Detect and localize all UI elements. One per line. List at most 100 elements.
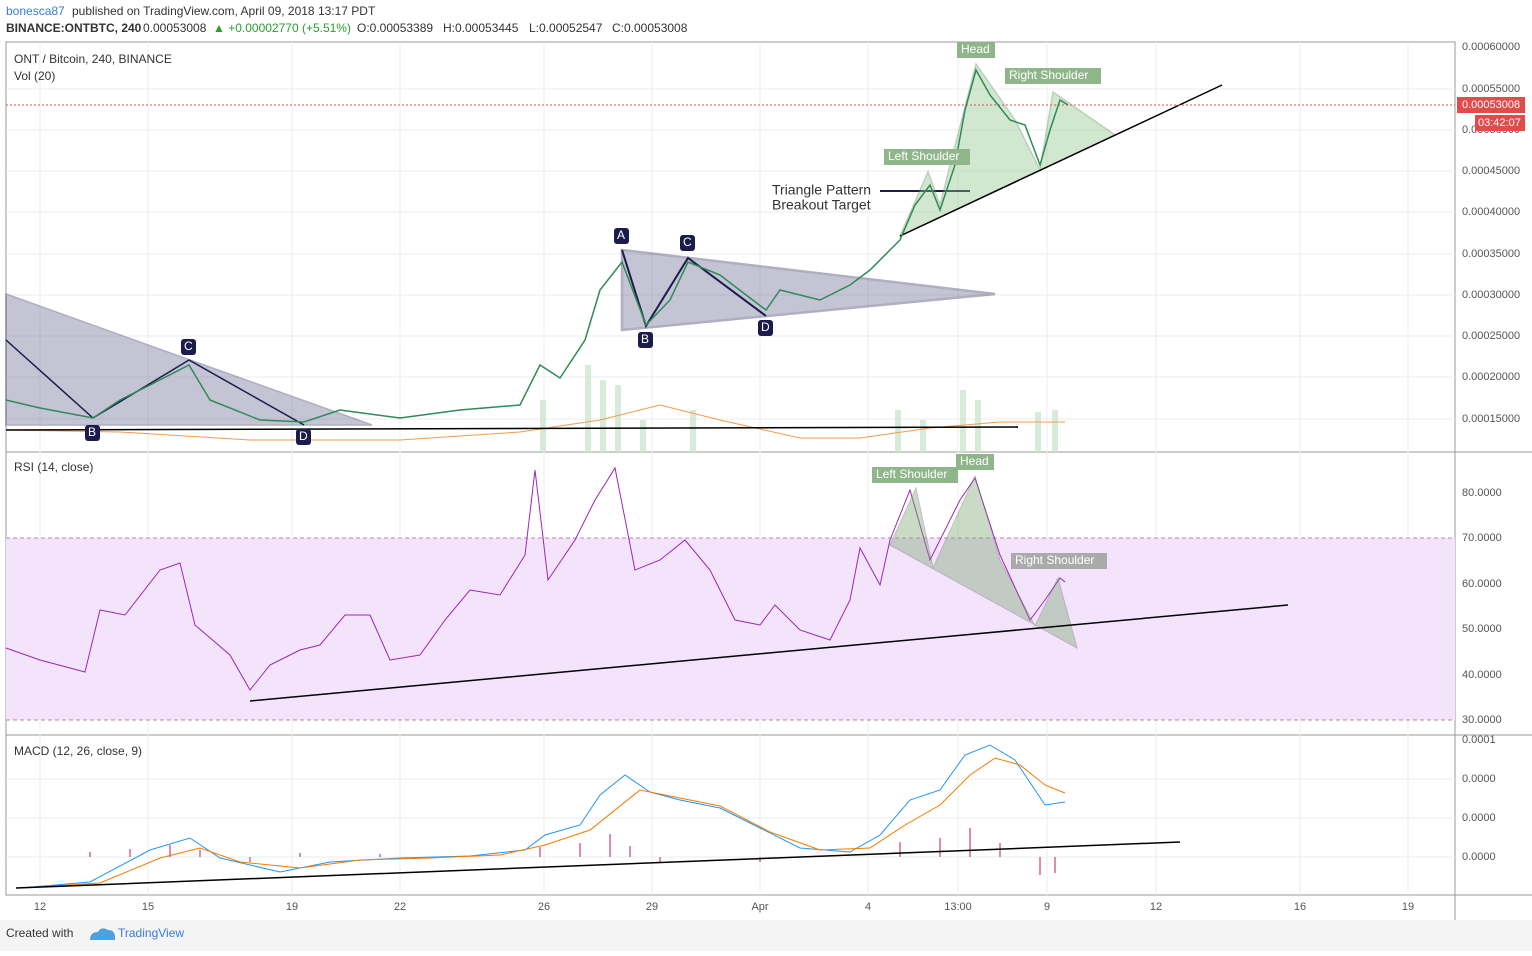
rsi-line — [5, 466, 1066, 691]
macd-line — [19, 744, 1066, 889]
tick-label: 0.00030000 — [1462, 289, 1520, 301]
label: Right Shoulder — [1009, 68, 1088, 82]
tick-label: 19 — [1402, 901, 1414, 913]
rsi-trend-line — [249, 604, 1289, 702]
tick-label: 4 — [865, 901, 871, 913]
tick-label: 29 — [646, 901, 658, 913]
tick-label: 15 — [142, 901, 154, 913]
tick-label: 0.00025000 — [1462, 330, 1520, 342]
label: B — [641, 332, 649, 346]
close: C:0.00053008 — [612, 21, 688, 35]
tag — [957, 42, 995, 58]
low: L:0.00052547 — [529, 21, 603, 35]
tag — [296, 429, 311, 445]
label: B — [88, 425, 96, 439]
last: 0.00053008 — [143, 21, 207, 35]
brand[interactable]: TradingView — [118, 926, 184, 940]
tick-label: 70.0000 — [1462, 532, 1502, 544]
high: H:0.00053445 — [443, 21, 519, 35]
tick-label: 0.00020000 — [1462, 371, 1520, 383]
macd-trend-line — [15, 841, 1181, 889]
signal-line — [19, 757, 1066, 889]
tick-label: 0.0000 — [1462, 812, 1496, 824]
current-price: 0.00053008 — [1462, 99, 1520, 111]
change: ▲ +0.00002770 (+5.51%) — [213, 21, 351, 35]
published: published on TradingView.com, April 09, … — [72, 4, 376, 18]
tick-label: 0.00035000 — [1462, 248, 1520, 260]
tag — [181, 339, 196, 355]
tick-label: 12 — [34, 901, 46, 913]
tag — [884, 149, 970, 165]
tag — [1011, 553, 1107, 569]
panel-title: Vol (20) — [14, 69, 55, 83]
tick-label: 0.00055000 — [1462, 83, 1520, 95]
volume-bars — [540, 365, 1058, 452]
tick-label: 26 — [538, 901, 550, 913]
tick-label: 0.0000 — [1462, 851, 1496, 863]
panel-title: RSI (14, close) — [14, 460, 93, 474]
tick-label: 0.00040000 — [1462, 206, 1520, 218]
tag — [85, 425, 100, 441]
symbol: BINANCE:ONTBTC, 240 — [6, 21, 142, 35]
countdown: 03:42:07 — [1478, 117, 1521, 129]
head-shoulders — [898, 62, 1117, 238]
tick-label: 40.0000 — [1462, 669, 1502, 681]
panel-title: MACD (12, 26, close, 9) — [14, 744, 142, 758]
tag — [872, 467, 958, 483]
tick-label: 9 — [1044, 901, 1050, 913]
macd-histogram — [89, 828, 1056, 875]
tick-label: 22 — [394, 901, 406, 913]
tick-label: 0.0001 — [1462, 734, 1496, 746]
price-axis: 0.00060000 0.00055000 0.00050000 0.00045… — [1457, 41, 1525, 863]
support-line — [5, 426, 1019, 431]
falling-wedge — [5, 292, 373, 426]
tag — [758, 320, 773, 336]
label: C — [683, 235, 692, 249]
rsi-band — [6, 538, 1455, 720]
tag — [638, 332, 653, 348]
pattern-labels: A B C D B C D Head Right Shoulder Left S… — [85, 42, 1101, 445]
tick-label: 60.0000 — [1462, 578, 1502, 590]
author[interactable]: bonesca87 — [6, 4, 65, 18]
tag — [614, 228, 629, 244]
label: Head — [960, 454, 989, 468]
price-line — [5, 68, 1069, 423]
tick-label: 16 — [1294, 901, 1306, 913]
footer — [0, 920, 1532, 951]
countdown-badge — [1475, 115, 1525, 131]
triangle-pattern — [620, 248, 996, 332]
annotation: Breakout Target — [772, 197, 871, 213]
tick-label: 80.0000 — [1462, 487, 1502, 499]
tick-label: 19 — [286, 901, 298, 913]
footer-text: Created with — [6, 926, 73, 940]
label: D — [299, 429, 308, 443]
tick-label: 50.0000 — [1462, 623, 1502, 635]
tick-label: Apr — [751, 901, 768, 913]
tick-label: 13:00 — [944, 901, 972, 913]
label: C — [184, 339, 193, 353]
date-axis: 12 15 19 22 26 29 Apr 4 13:00 9 12 16 19 — [34, 901, 1414, 913]
label: D — [761, 320, 770, 334]
tag — [680, 235, 695, 251]
tick-label: 0.00045000 — [1462, 165, 1520, 177]
label: Head — [961, 42, 990, 56]
tag — [1005, 68, 1101, 84]
label: Left Shoulder — [888, 149, 959, 163]
tick-label: 0.00060000 — [1462, 41, 1520, 53]
label: A — [617, 228, 625, 242]
label: Right Shoulder — [1015, 553, 1094, 567]
abcd-pattern — [621, 249, 767, 329]
annotation: Triangle Pattern — [772, 182, 871, 198]
tick-label: 12 — [1150, 901, 1162, 913]
price-badge — [1457, 97, 1525, 113]
logo — [90, 928, 116, 940]
open: O:0.00053389 — [357, 21, 433, 35]
label: Left Shoulder — [876, 467, 947, 481]
panel-title: ONT / Bitcoin, 240, BINANCE — [14, 52, 172, 66]
trend-line — [899, 84, 1223, 237]
tick-label: 30.0000 — [1462, 714, 1502, 726]
tick-label: 0.0000 — [1462, 773, 1496, 785]
tick-label: 0.00015000 — [1462, 413, 1520, 425]
